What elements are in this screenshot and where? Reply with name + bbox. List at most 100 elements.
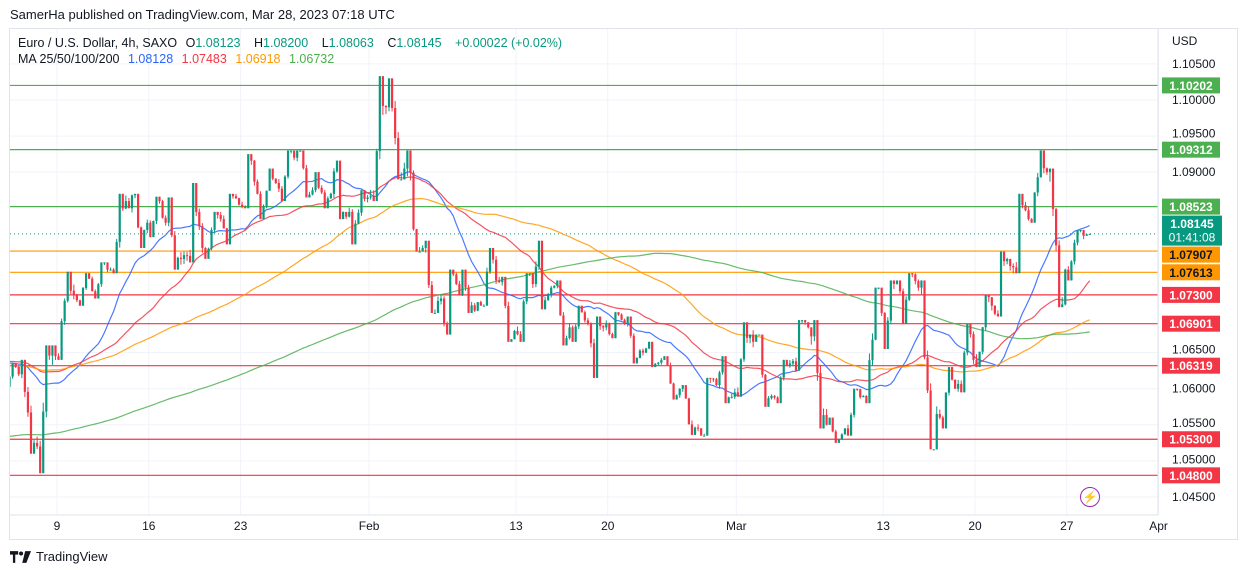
ma100-line <box>10 197 1090 373</box>
candle-body <box>730 396 733 398</box>
candle-body <box>822 415 825 429</box>
candle-body <box>406 150 409 169</box>
candle <box>755 334 758 342</box>
candle <box>436 296 440 313</box>
candle-body <box>228 193 231 245</box>
candle <box>730 393 733 399</box>
candle-body <box>234 196 238 199</box>
candle-body <box>797 320 801 371</box>
candle <box>632 333 635 364</box>
candle <box>1039 150 1042 178</box>
candle-body <box>834 431 837 443</box>
candle-body <box>146 222 149 230</box>
candle <box>100 262 103 287</box>
candle-body <box>182 255 186 259</box>
candle <box>237 197 241 206</box>
price-tick-label: 1.05000 <box>1172 452 1216 466</box>
candle-body <box>525 273 528 302</box>
candle-body <box>675 395 678 400</box>
candle-body <box>244 207 247 209</box>
ma-label[interactable]: MA 25/50/100/200 <box>18 52 120 66</box>
candle <box>954 379 957 389</box>
candle-body <box>100 262 103 285</box>
moving-averages <box>10 171 1091 437</box>
candle <box>170 197 173 238</box>
candle-body <box>231 193 235 197</box>
candle <box>920 280 923 295</box>
candle-body <box>859 389 862 398</box>
candle <box>923 280 926 360</box>
candle-body <box>387 78 391 108</box>
candle <box>892 280 896 290</box>
candle <box>586 317 590 326</box>
candle-body <box>1067 269 1070 281</box>
candle <box>446 321 449 335</box>
current-price-value: 1.08145 <box>1170 217 1214 231</box>
candle-body <box>421 247 424 252</box>
candle <box>455 272 458 286</box>
ma50-line <box>10 176 1091 383</box>
price-level-label-bg <box>1162 431 1220 448</box>
ma200-value: 1.06732 <box>288 52 335 66</box>
candle-body <box>739 359 743 397</box>
candle <box>326 196 329 209</box>
candle <box>975 354 978 368</box>
currency-label[interactable]: USD <box>1172 34 1198 48</box>
candle-body <box>259 193 262 220</box>
candle <box>599 316 602 330</box>
candle-body <box>715 379 718 386</box>
candle <box>911 273 914 278</box>
candle <box>1015 262 1018 274</box>
candle-body <box>748 334 752 338</box>
candle <box>189 249 192 263</box>
candle-body <box>335 160 339 172</box>
candle <box>149 220 152 238</box>
candle <box>984 294 987 331</box>
candle-body <box>1079 229 1082 231</box>
candle <box>929 383 932 450</box>
candle-body <box>152 220 155 238</box>
candle <box>608 322 611 336</box>
candle <box>332 168 336 198</box>
candle-body <box>161 201 164 218</box>
candle <box>718 370 721 389</box>
candle <box>262 204 265 220</box>
candle <box>314 172 317 193</box>
candle <box>1058 240 1061 308</box>
candle-body <box>296 150 299 158</box>
candle <box>118 193 121 248</box>
candle-body <box>167 197 170 223</box>
candle-body <box>804 320 807 323</box>
candle <box>840 433 843 441</box>
candle <box>543 297 547 310</box>
candle <box>957 379 960 392</box>
candle-body <box>433 312 437 314</box>
candle <box>966 323 969 356</box>
candle <box>381 76 384 115</box>
horizontal-levels <box>10 84 1158 476</box>
price-level-label-text: 1.10202 <box>1169 79 1213 93</box>
lightning-icon[interactable]: ⚡ <box>1080 487 1100 507</box>
candle-body <box>342 211 345 220</box>
ohlc-high: H1.08200 <box>254 36 309 50</box>
candle <box>883 312 886 350</box>
price-level-label: 1.05300 <box>1162 431 1220 448</box>
price-tick-label: 1.10500 <box>1172 57 1216 71</box>
candle-body <box>66 271 69 301</box>
candle <box>94 289 97 299</box>
candle <box>458 280 461 296</box>
price-level-label-bg <box>1162 467 1220 484</box>
candle <box>901 288 905 324</box>
candle <box>700 428 703 436</box>
candle-body <box>436 300 440 313</box>
candle <box>626 316 629 327</box>
candle-body <box>700 428 703 436</box>
candle <box>703 433 706 437</box>
candle-body <box>45 345 48 412</box>
price-level-label: 1.07907 <box>1162 246 1220 263</box>
symbol-title[interactable]: Euro / U.S. Dollar, 4h, SAXO <box>18 36 178 50</box>
candle <box>513 329 516 340</box>
candle <box>39 440 42 474</box>
